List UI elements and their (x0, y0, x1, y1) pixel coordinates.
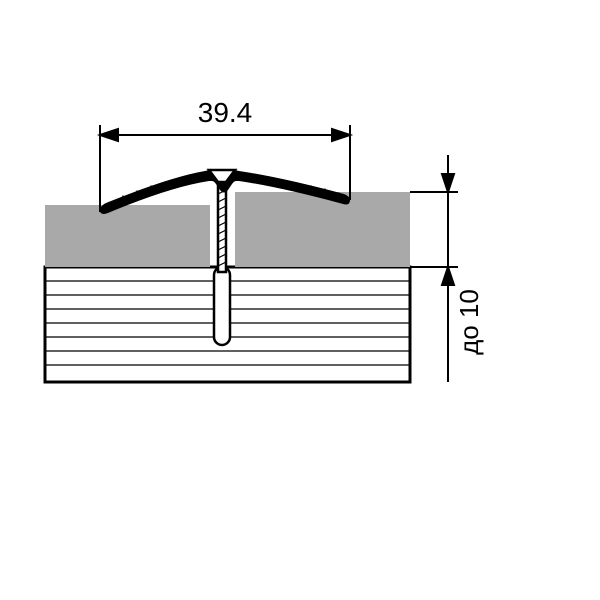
dimension-height (410, 155, 458, 382)
screw-assembly (209, 170, 235, 345)
slab-left (45, 205, 210, 267)
dimension-height-label: до 10 (454, 289, 484, 355)
dimension-width-label: 39.4 (198, 97, 253, 128)
technical-drawing: 39.4 до 10 (0, 0, 600, 600)
slab-right (235, 192, 410, 267)
